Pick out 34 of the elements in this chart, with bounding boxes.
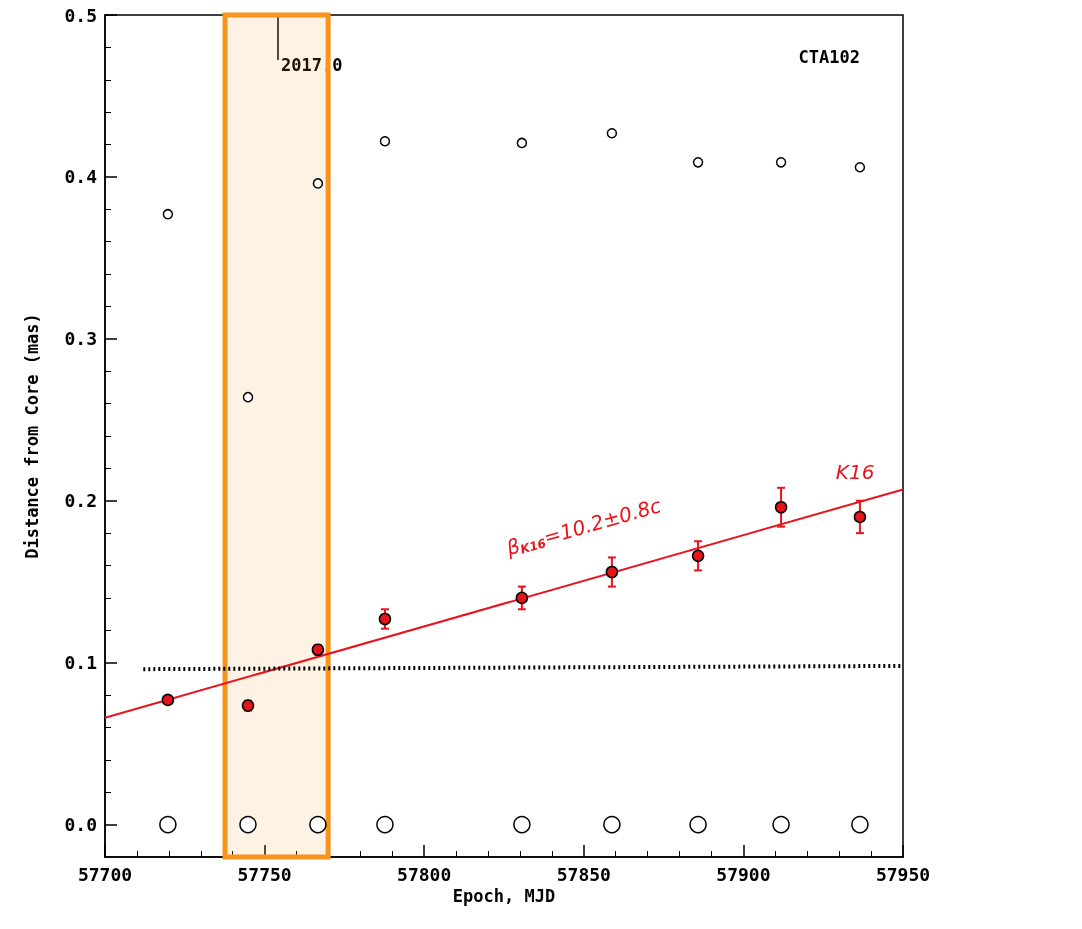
annotation: K16 bbox=[835, 459, 875, 484]
x-tick-label: 57850 bbox=[556, 863, 611, 885]
x-tick-label: 57900 bbox=[716, 863, 771, 885]
y-tick-label: 0.5 bbox=[64, 4, 97, 26]
y-tick-label: 0.4 bbox=[64, 166, 98, 188]
x-tick-label: 57800 bbox=[397, 863, 452, 885]
y-tick-label: 0.3 bbox=[64, 328, 97, 350]
point bbox=[853, 510, 867, 524]
point bbox=[516, 137, 528, 149]
point bbox=[312, 178, 324, 189]
x-axis-title: Epoch, MJD bbox=[452, 886, 556, 907]
point bbox=[161, 693, 175, 707]
x-tick-label: 57750 bbox=[237, 863, 292, 885]
point bbox=[242, 391, 254, 403]
point bbox=[605, 565, 619, 579]
annotation: CTA102 bbox=[798, 46, 861, 67]
point bbox=[309, 815, 327, 834]
point bbox=[162, 208, 174, 220]
x-tick-label: 57700 bbox=[77, 863, 133, 885]
point bbox=[515, 591, 529, 605]
point bbox=[775, 157, 787, 168]
point bbox=[692, 157, 704, 168]
point bbox=[379, 136, 391, 147]
y-tick-label: 0.2 bbox=[64, 490, 97, 512]
point bbox=[691, 549, 705, 563]
y-axis-title: Distance from Core (mas) bbox=[21, 313, 42, 559]
point bbox=[239, 815, 257, 834]
point bbox=[606, 127, 618, 139]
x-tick-label: 57950 bbox=[875, 863, 931, 885]
point bbox=[854, 161, 866, 173]
y-tick-label: 0.1 bbox=[64, 652, 97, 674]
point bbox=[774, 501, 788, 514]
point bbox=[378, 612, 392, 626]
y-tick-label: 0.0 bbox=[64, 814, 97, 836]
